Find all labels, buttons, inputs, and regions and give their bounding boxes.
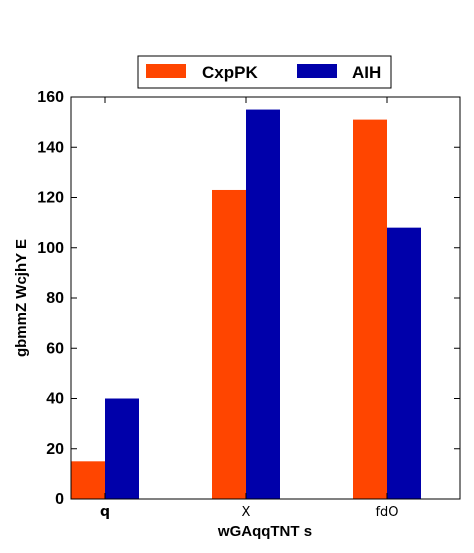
legend-label-cxppk: CxpPK [202,63,258,82]
y-ticks: 0 20 40 60 80 100 120 140 160 [37,89,460,508]
y-tick-label: 20 [46,441,64,458]
x-tick-label: X [242,505,251,520]
y-tick-label: 60 [46,340,64,357]
bar-cxppk-q [71,461,105,499]
x-axis-label: wGAqqTNT s [217,523,312,540]
bar-aih-fdo [387,227,421,499]
y-tick-label: 120 [37,190,64,207]
bar-aih-q [105,398,139,499]
y-axis-label: gbmmZ WcjhY E [13,239,30,357]
y-tick-label: 140 [37,139,64,156]
x-tick-label: q [100,504,110,520]
y-tick-label: 80 [46,290,64,307]
y-tick-label: 40 [46,391,64,408]
y-tick-label: 0 [55,491,64,508]
bars-layer [71,109,421,500]
bar-cxppk-x [212,189,246,499]
bar-aih-x [246,109,280,499]
x-tick-label: fdO [375,505,398,520]
legend-label-aih: AIH [352,63,381,82]
legend: CxpPK AIH [137,55,392,89]
legend-swatch-aih [297,64,337,78]
bar-cxppk-fdo [353,119,387,500]
legend-swatch-cxppk [146,64,186,78]
y-tick-label: 160 [37,89,64,106]
y-tick-label: 100 [37,240,64,257]
